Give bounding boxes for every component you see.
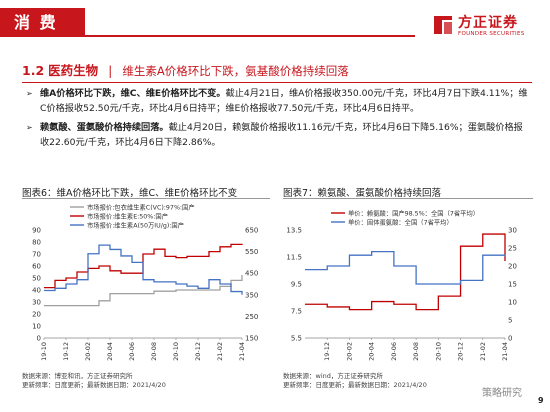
chart7-x-tick-label: 20-04 <box>368 342 376 361</box>
bullet-paragraph-1: 维A价格环比下跌，维C、维E价格环比不变。截止4月21日，维A价格报收350.0… <box>40 86 530 116</box>
chart7-left-tick-label: 5.5 <box>291 335 302 343</box>
chart6-left-tick-label: 30 <box>32 299 41 307</box>
chart7-source: 数据来源：wind，方正证券研究所 <box>283 372 383 380</box>
chart6-left-tick-label: 40 <box>32 287 41 295</box>
chart6-x-tick-label: 20-10 <box>172 342 180 361</box>
chart6-x-tick-label: 20-12 <box>194 342 202 361</box>
chart6-x-tick-label: 21-02 <box>216 342 224 361</box>
chart6-right-tick-label: 650 <box>245 227 258 235</box>
chart7-x-tick-label: 20-06 <box>390 342 398 361</box>
top-bar: 消 费 方正证券 FOUNDER SECURITIES <box>0 0 550 40</box>
chart6-left-tick-label: 20 <box>32 311 41 319</box>
chart6-left-tick-label: 50 <box>32 275 41 283</box>
chart7-right-tick-label: 0 <box>508 335 512 343</box>
bullet-2-lead: 赖氨酸、蛋氨酸价格持续回落。 <box>40 122 169 133</box>
chart6-title-rule <box>22 198 270 199</box>
chart6-series-line-3 <box>44 244 243 295</box>
chart6-update: 更新频率：日度更新；最新数据日期：2021/4/20 <box>22 381 166 389</box>
chart6-note: 数据来源：博亚和讯，方正证券研究所 更新频率：日度更新；最新数据日期：2021/… <box>22 372 166 390</box>
chart7-series-line-2 <box>305 250 506 285</box>
chart6-left-tick-label: 60 <box>32 263 41 271</box>
chart7-x-tick-label: 19-12 <box>323 342 331 361</box>
chart6-series-line-2 <box>44 243 243 289</box>
section-rule <box>22 82 532 83</box>
chart7-right-tick-label: 25 <box>508 245 517 253</box>
watermark-text: 策略研究 <box>482 388 522 399</box>
section-heading: 1.2 医药生物 | 维生素A价格环比下跌，氨基酸价格持续回落 <box>22 60 532 80</box>
chart6-right-tick-label: 150 <box>245 335 258 343</box>
chart7-right-tick-label: 10 <box>508 299 517 307</box>
section-number: 1.2 <box>22 63 45 78</box>
chart6-title: 图表6：维A价格环比下跌，维C、维E价格环比不变 <box>22 188 238 199</box>
section-divider: | <box>108 63 113 78</box>
bullet-marker-icon: ➢ <box>26 123 33 132</box>
bullet-marker-icon: ➢ <box>26 89 33 98</box>
chart7-x-tick-label: 20-02 <box>345 342 353 361</box>
chart7-x-tick-label: 21-04 <box>501 342 509 361</box>
chart6-right-tick-label: 350 <box>245 291 258 299</box>
chart7-left-tick-label: 7.5 <box>291 308 302 316</box>
chart7-legend-label-2: 单价：固体蛋氨酸：全国（7省平均） <box>348 218 453 227</box>
logo-text-en: FOUNDER SECURITIES <box>458 31 525 37</box>
chart6-x-tick-label: 21-04 <box>238 342 246 361</box>
chart6-left-tick-label: 10 <box>32 323 41 331</box>
section-description: 维生素A价格环比下跌，氨基酸价格持续回落 <box>122 64 349 78</box>
bullet-paragraph-2: 赖氨酸、蛋氨酸价格持续回落。截止4月20日，赖氨酸价格报收11.16元/千克，环… <box>40 120 530 150</box>
chart6-left-tick-label: 70 <box>32 251 41 259</box>
chart7-left-tick-label: 13.5 <box>286 227 302 235</box>
chart7-update: 更新频率：日度更新；最新数据日期：2021/4/20 <box>283 381 427 389</box>
chart7-right-tick-label: 15 <box>508 281 517 289</box>
chart6-right-tick-label: 450 <box>245 270 258 278</box>
chart7-right-tick-label: 5 <box>508 317 512 325</box>
page-number: 9 <box>538 396 544 405</box>
company-logo: 方正证券 FOUNDER SECURITIES <box>432 12 550 42</box>
chart6-plot: 0 10 20 30 40 50 60 70 80 90 150 250 350 450 550 650 19-… <box>32 203 258 361</box>
bullet-1-lead: 维A价格环比下跌，维C、维E价格环比不变。 <box>40 88 226 99</box>
chart7-title-rule <box>283 198 533 199</box>
chart6-x-tick-label: 20-08 <box>150 342 158 361</box>
chart6-legend-label-2: 市场报价:维生素E:50%:国产 <box>87 212 168 221</box>
chart6-left-tick-label: 0 <box>37 335 41 343</box>
chart6-right-tick-label: 250 <box>245 313 258 321</box>
chart7-right-tick-label: 30 <box>508 227 517 235</box>
chart6-series-line-1 <box>44 275 243 307</box>
section-subject: 医药生物 <box>48 63 99 78</box>
header-rule <box>85 35 415 37</box>
chart7-right-tick-label: 20 <box>508 263 517 271</box>
chart6-x-tick-label: 20-06 <box>128 342 136 361</box>
chart6-x-tick-label: 20-02 <box>84 342 92 361</box>
chart7-title: 图表7：赖氨酸、蛋氨酸价格持续回落 <box>283 188 442 199</box>
chart7-legend-label-1: 单价：赖氨酸：国产98.5%：全国（7省平均） <box>348 209 479 218</box>
chart7-x-tick-label: 21-02 <box>479 342 487 361</box>
chart7-note: 数据来源：wind，方正证券研究所 更新频率：日度更新；最新数据日期：2021/… <box>283 372 427 390</box>
chart6-left-tick-label: 90 <box>32 227 41 235</box>
chart6-legend-label-1: 市场报价:包衣维生素C(VC):97%:国产 <box>87 203 195 212</box>
chart7-left-tick-label: 11.5 <box>286 254 302 262</box>
chart7-plot: 5.5 7.5 9.5 11.5 13.5 0 5 10 15 20 25 30 19-12 20-02 2… <box>286 209 517 361</box>
chart6-x-tick-label: 19-10 <box>40 342 48 361</box>
chart6-x-tick-label: 20-04 <box>106 342 114 361</box>
logo-text-cn: 方正证券 <box>458 15 518 31</box>
chart6-left-tick-label: 80 <box>32 239 41 247</box>
bullet-1-body: 截止4月21日，维A价格报收350.00元/千克，环比4月7日下跌4.11%；维… <box>40 88 528 114</box>
chart7-x-tick-label: 20-10 <box>434 342 442 361</box>
bullet-2-body: 截止4月20日，赖氨酸价格报收11.16元/千克，环比4月6日下降5.16%；蛋… <box>40 122 523 148</box>
chart6-source: 数据来源：博亚和讯，方正证券研究所 <box>22 372 133 380</box>
chart6-x-tick-label: 19-12 <box>62 342 70 361</box>
chart6-right-tick-label: 550 <box>245 248 258 256</box>
chart7-x-tick-label: 20-08 <box>412 342 420 361</box>
logo-mark-icon <box>434 16 452 34</box>
chart7-series-line-1 <box>305 233 506 311</box>
category-tag: 消 费 <box>0 8 85 37</box>
chart7-x-tick-label: 20-12 <box>457 342 465 361</box>
chart6-legend-label-3: 市场报价:维生素A(50万IU/g):国产 <box>87 221 184 230</box>
chart7-left-tick-label: 9.5 <box>291 281 302 289</box>
